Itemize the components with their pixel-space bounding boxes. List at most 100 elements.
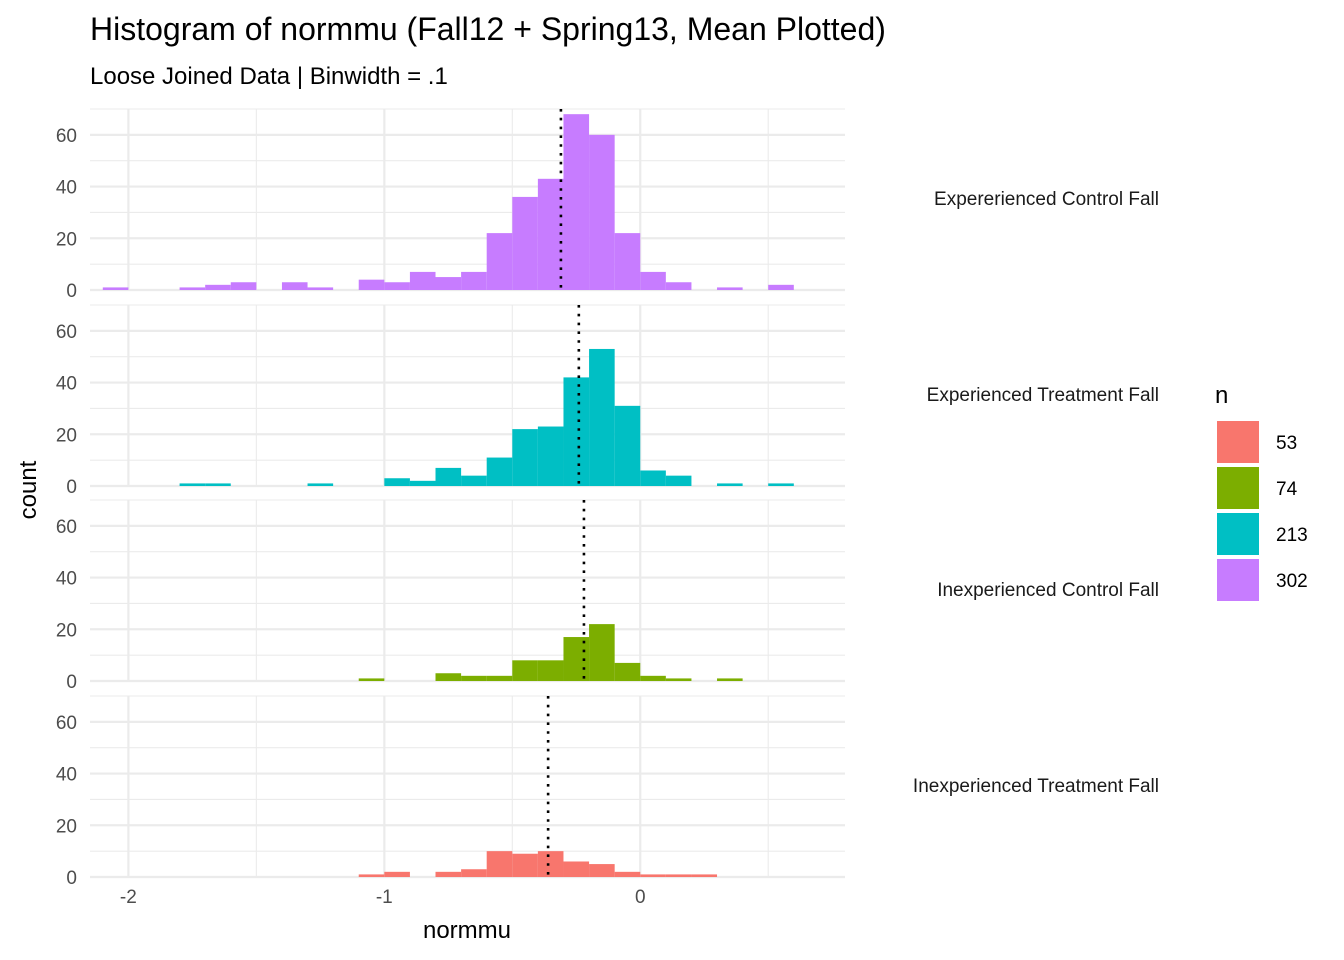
legend-label: 53 <box>1276 433 1297 454</box>
histogram-bar <box>589 624 615 681</box>
histogram-bar <box>537 426 564 486</box>
histogram-bar <box>717 483 743 486</box>
histogram-bar <box>614 871 641 877</box>
histogram-bar <box>665 282 692 290</box>
histogram-bar <box>512 429 538 486</box>
histogram-bar <box>205 284 231 290</box>
histogram-bar <box>614 233 641 290</box>
histogram-bar <box>589 348 615 486</box>
histogram-bar <box>435 673 462 681</box>
histogram-bar <box>665 475 692 486</box>
histogram-bar <box>307 483 334 486</box>
histogram-bar <box>486 457 513 486</box>
histogram-bar <box>409 271 436 290</box>
histogram-bar <box>435 277 462 290</box>
y-tick-label: 60 <box>56 322 77 343</box>
histogram-bar <box>537 660 564 681</box>
histogram-bar <box>640 470 666 486</box>
histogram-bar <box>614 662 641 681</box>
facet-strip-label: Expererienced Control Fall <box>934 189 1159 210</box>
histogram-bar <box>409 480 436 486</box>
facet-panel: 0 20 40 60 Inexperienced Control Fall <box>56 499 1159 693</box>
y-tick-label: 0 <box>66 281 77 302</box>
y-tick-label: 40 <box>56 569 77 590</box>
histogram-bar <box>563 861 590 877</box>
y-tick-label: 40 <box>56 178 77 199</box>
histogram-bar <box>486 233 513 290</box>
histogram-bar <box>435 871 462 877</box>
histogram-bar <box>358 279 385 290</box>
histogram-bar <box>461 475 487 486</box>
x-axis-title: normmu <box>423 917 511 944</box>
histogram-bar <box>281 282 308 290</box>
legend: n 53 74 213 302 <box>1215 382 1308 601</box>
legend-swatch <box>1217 559 1259 601</box>
legend-label: 213 <box>1276 525 1308 546</box>
histogram-bar <box>717 678 743 681</box>
histogram-bar <box>717 287 743 290</box>
y-tick-label: 20 <box>56 229 77 250</box>
y-tick-label: 60 <box>56 517 77 538</box>
x-axis: -2 -1 0 <box>120 887 646 908</box>
x-tick-label: 0 <box>635 887 646 908</box>
y-tick-label: 40 <box>56 765 77 786</box>
histogram-bar <box>563 114 590 291</box>
histogram-bar <box>640 271 666 290</box>
facet-panel: 0 20 40 60 Experienced Treatment Fall <box>56 304 1159 498</box>
histogram-bar <box>563 377 590 486</box>
histogram-bar <box>179 483 206 486</box>
histogram-bar <box>512 853 538 877</box>
histogram-bar <box>384 871 410 877</box>
histogram-bar <box>691 874 718 877</box>
chart-subtitle: Loose Joined Data | Binwidth = .1 <box>90 63 448 90</box>
histogram-bar <box>665 678 692 681</box>
facet-strip-label: Inexperienced Control Fall <box>937 580 1159 601</box>
y-tick-label: 20 <box>56 620 77 641</box>
chart-title: Histogram of normmu (Fall12 + Spring13, … <box>90 11 886 47</box>
histogram-bar <box>768 483 794 486</box>
facet-strip-label: Inexperienced Treatment Fall <box>913 776 1159 797</box>
y-tick-label: 60 <box>56 126 77 147</box>
legend-swatch <box>1217 513 1259 555</box>
histogram-bar <box>768 284 794 290</box>
histogram-bar <box>486 851 513 877</box>
histogram-bar <box>179 287 206 290</box>
legend-label: 302 <box>1276 571 1308 592</box>
histogram-bar <box>589 864 615 877</box>
facet-strip-label: Experienced Treatment Fall <box>927 385 1159 406</box>
histogram-bar <box>358 678 385 681</box>
legend-swatch <box>1217 421 1259 463</box>
y-tick-label: 0 <box>66 672 77 693</box>
histogram-bar <box>640 675 666 681</box>
histogram-bar <box>640 874 666 877</box>
histogram-bar <box>461 271 487 290</box>
histogram-bar <box>461 675 487 681</box>
histogram-bar <box>358 874 385 877</box>
histogram-bar <box>205 483 231 486</box>
histogram-bar <box>435 467 462 486</box>
facet-panel: 0 20 40 60 Expererienced Control Fall <box>56 108 1159 302</box>
histogram-bar <box>230 282 257 290</box>
legend-title: n <box>1215 382 1228 409</box>
legend-label: 74 <box>1276 479 1298 500</box>
y-tick-label: 0 <box>66 477 77 498</box>
histogram-bar <box>512 196 538 290</box>
histogram-bar <box>384 478 410 486</box>
y-tick-label: 40 <box>56 374 77 395</box>
histogram-bar <box>461 869 487 877</box>
histogram-bar <box>537 851 564 877</box>
y-axis-title: count <box>15 460 42 519</box>
histogram-bar <box>512 660 538 681</box>
facet-panel: 0 20 40 60 Inexperienced Treatment Fall <box>56 695 1159 889</box>
histogram-bar <box>102 287 129 290</box>
histogram-bar <box>614 405 641 486</box>
y-tick-label: 20 <box>56 816 77 837</box>
histogram-bar <box>537 178 564 290</box>
histogram-bar <box>384 282 410 290</box>
facet-panels: 0 20 40 60 Expererienced Control Fall 0 20 40 60… <box>56 108 1159 889</box>
histogram-bar <box>665 874 692 877</box>
x-tick-label: -1 <box>376 887 393 908</box>
histogram-bar <box>486 675 513 681</box>
legend-swatch <box>1217 467 1259 509</box>
